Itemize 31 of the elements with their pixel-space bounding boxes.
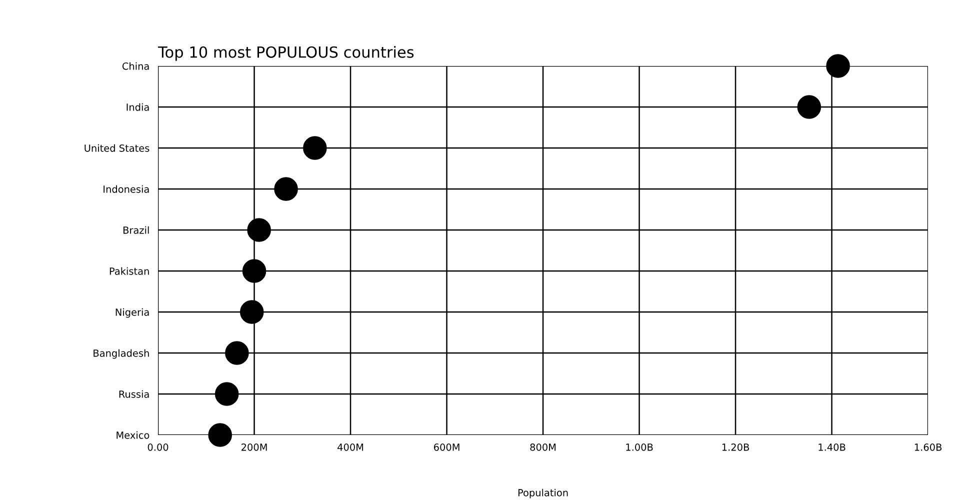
x-tick-label: 200M [242, 444, 267, 451]
x-tick-label: 800M [530, 444, 556, 451]
x-tick-label: 600M [434, 444, 460, 451]
point [240, 300, 264, 324]
y-tick-label: United States [84, 144, 150, 152]
y-tick-label: Brazil [124, 226, 149, 234]
x-tick-label: 1.00B [626, 444, 653, 451]
point [797, 95, 822, 119]
point [214, 382, 239, 406]
point [826, 54, 850, 78]
y-tick-label: Indonesia [104, 185, 149, 193]
x-tick-label: 1.60B [914, 444, 942, 451]
y-tick-label: Russia [119, 390, 149, 398]
x-tick-label: 0.00 [148, 444, 168, 451]
point [208, 423, 232, 447]
y-tick-label: Pakistan [110, 267, 149, 275]
y-tick-label: India [126, 103, 149, 111]
x-axis-title: Population [518, 488, 568, 498]
x-tick-label: 400M [338, 444, 364, 451]
x-tick-label: 1.40B [818, 444, 846, 451]
y-tick-label: Mexico [116, 431, 150, 439]
y-tick-label: Nigeria [116, 308, 149, 318]
y-tick-label: Bangladesh [94, 349, 149, 359]
point [274, 177, 298, 201]
y-tick-label: China [122, 62, 149, 70]
point [242, 259, 266, 283]
point [247, 218, 271, 242]
x-tick-label: 1.20B [722, 444, 749, 451]
chart-title: Top 10 most POPULOUS countries [158, 46, 414, 61]
point [303, 136, 327, 160]
point [225, 341, 249, 365]
